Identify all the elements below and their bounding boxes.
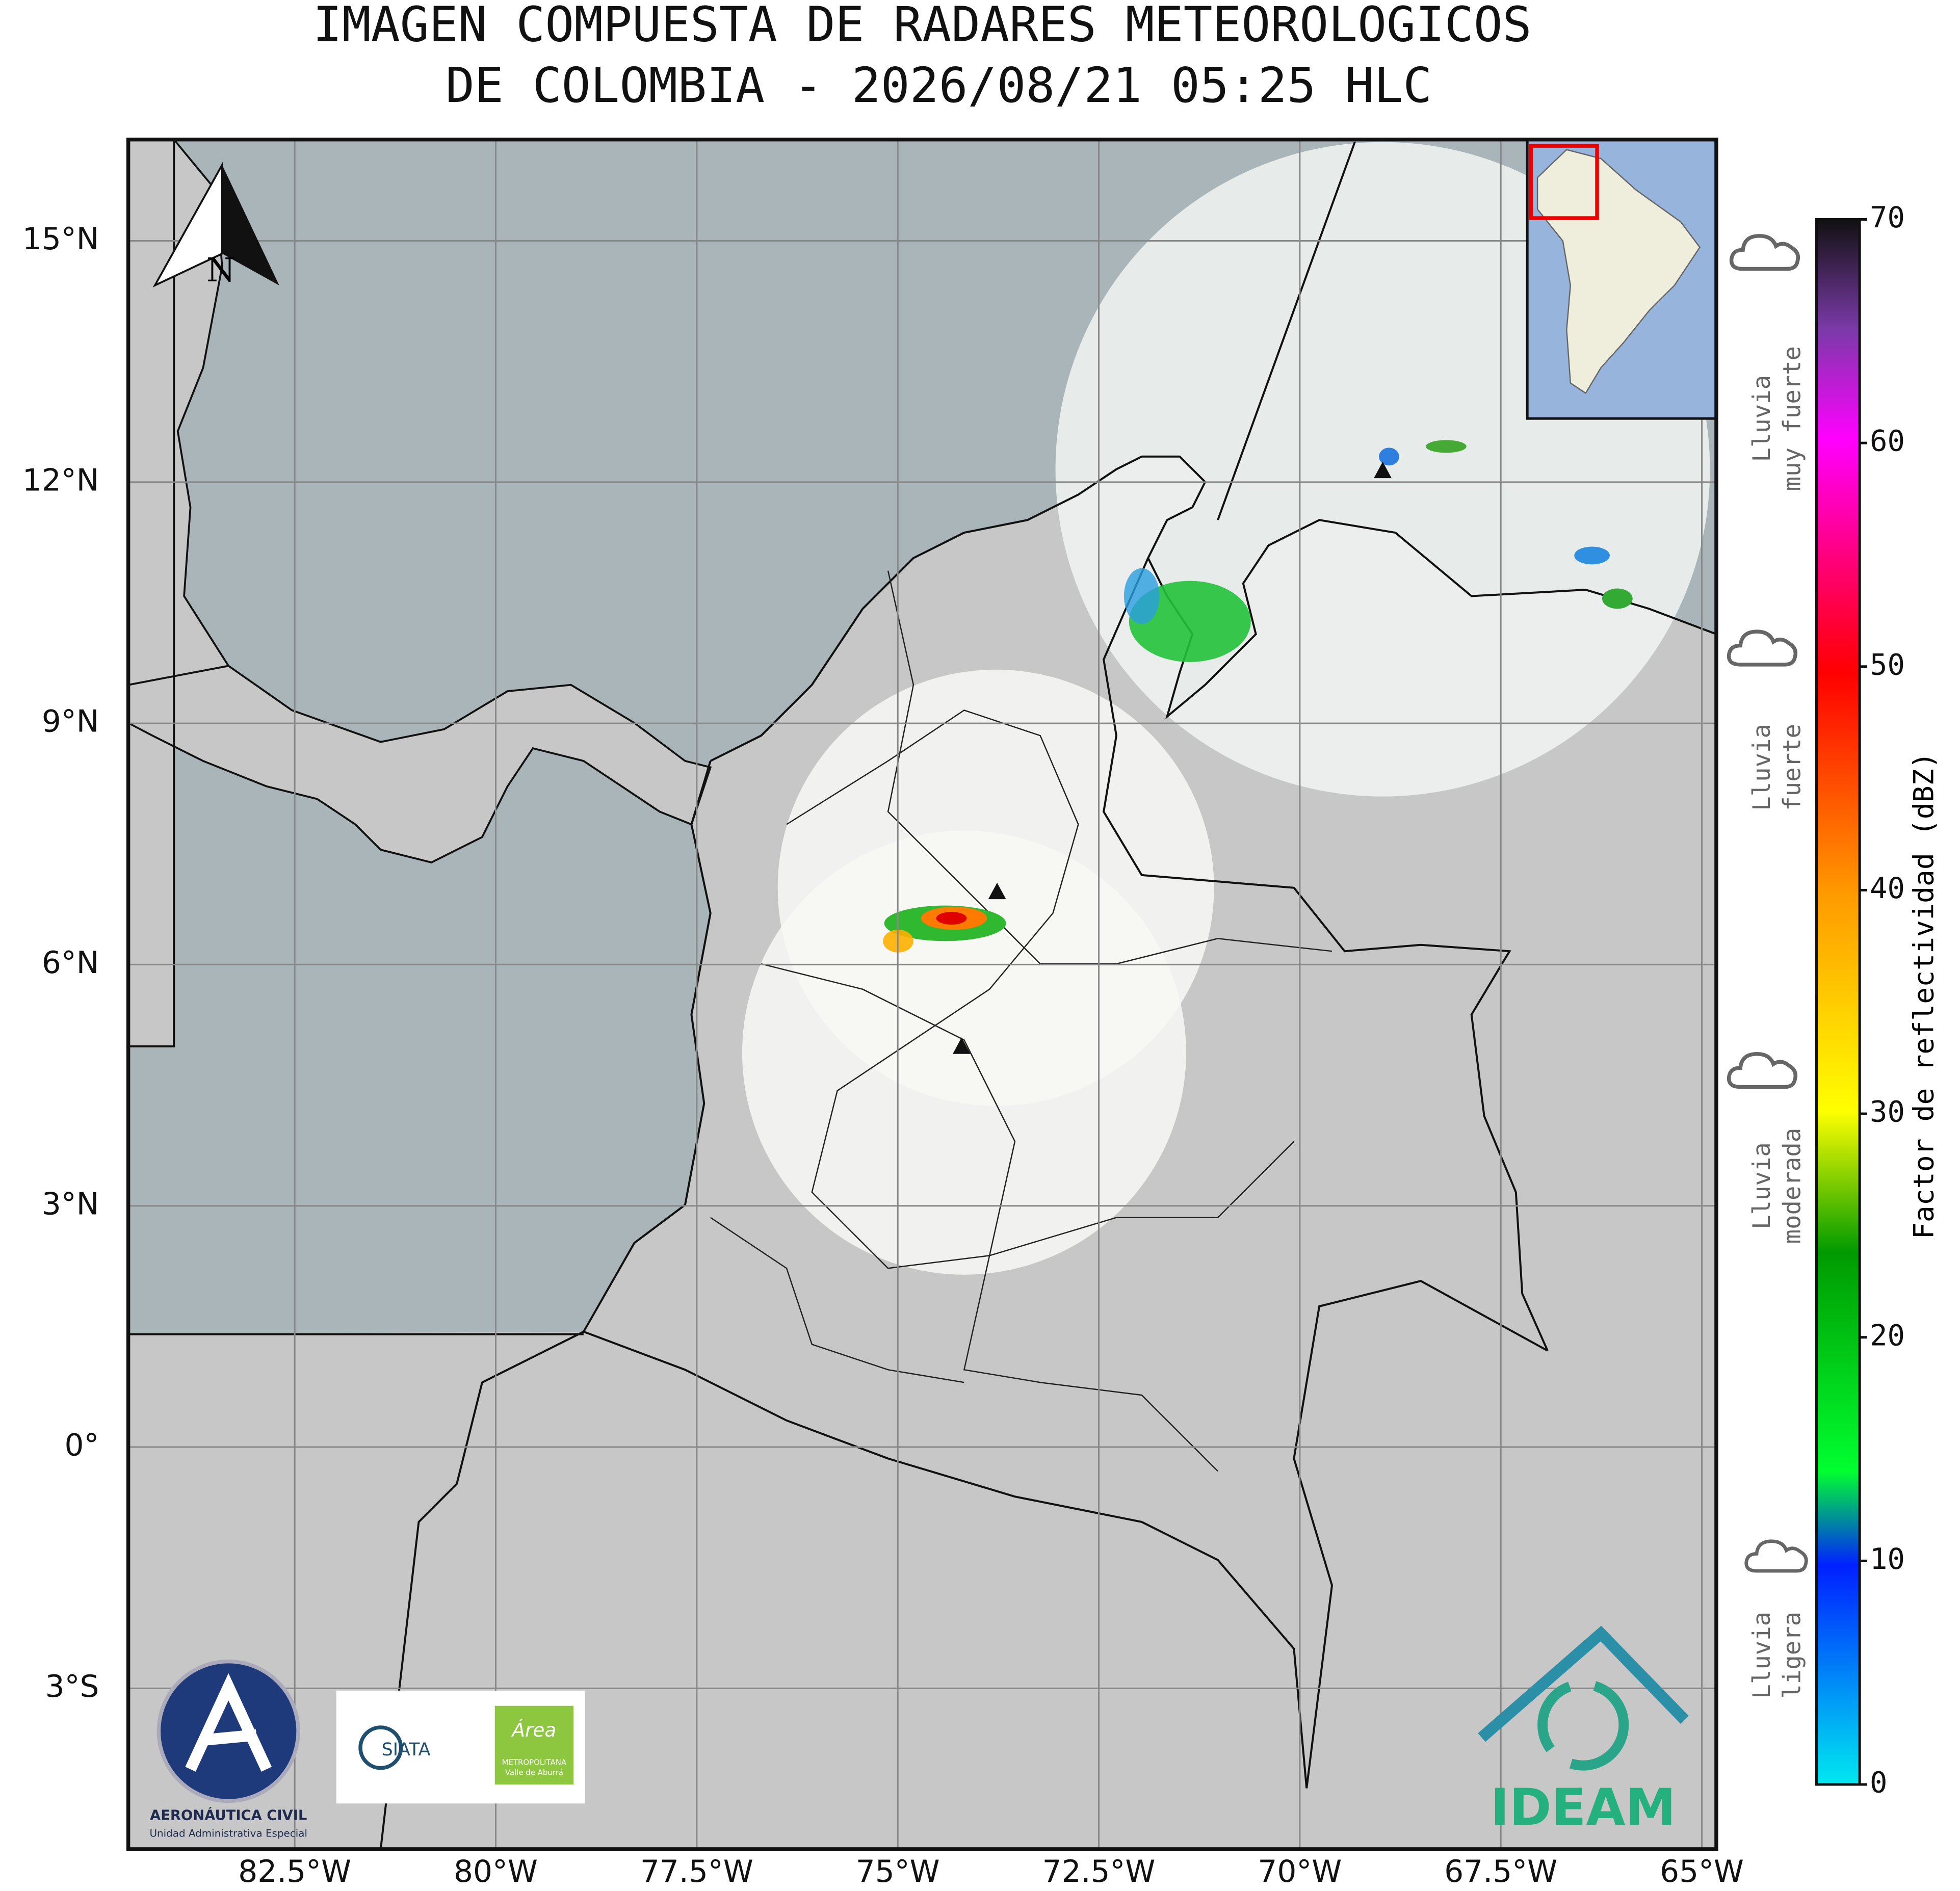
x-tick-label: 67.5°W xyxy=(1444,1854,1557,1889)
colorbar-tick-label: 0 xyxy=(1870,1766,1887,1800)
radar-echo xyxy=(1129,581,1251,662)
department-border xyxy=(761,963,1218,1472)
radar-echo xyxy=(936,912,967,925)
y-tick-label: 3°N xyxy=(42,1187,99,1222)
y-tick-label: 12°N xyxy=(22,463,99,498)
ideam-emblem xyxy=(1537,1679,1629,1771)
rain-icon xyxy=(1746,1541,1807,1571)
x-tick-label: 65°W xyxy=(1660,1854,1744,1889)
rain-level-label: Lluvia xyxy=(1748,375,1776,462)
department-border xyxy=(710,1217,964,1383)
rain-level-label: muy fuerte xyxy=(1779,346,1807,491)
map-frame xyxy=(126,137,1718,1851)
colorbar xyxy=(1815,218,1861,1786)
x-tick-label: 82.5°W xyxy=(238,1854,351,1889)
x-tick-label: 70°W xyxy=(1258,1854,1342,1889)
x-tick-label: 80°W xyxy=(454,1854,538,1889)
maritime-border xyxy=(1217,142,1356,520)
radar-echo xyxy=(1602,588,1633,609)
y-tick-label: 0° xyxy=(65,1428,99,1463)
inset-continent xyxy=(1536,149,1701,395)
country-border xyxy=(583,1330,1308,1789)
ideam-name: IDEAM xyxy=(1491,1779,1676,1837)
rain-icon xyxy=(1732,236,1798,269)
aerocivil-emblem xyxy=(185,1673,272,1772)
x-tick-label: 77.5°W xyxy=(640,1854,753,1889)
y-tick-label: 6°N xyxy=(42,946,99,981)
y-tick-label: 3°S xyxy=(45,1669,99,1704)
colorbar-tick-label: 50 xyxy=(1870,648,1905,681)
colorbar-tick-label: 60 xyxy=(1870,425,1905,458)
department-border xyxy=(786,710,1295,1269)
radar-site xyxy=(1374,461,1392,479)
siata-name: SIATA xyxy=(382,1740,431,1760)
rain-level-label: ligera xyxy=(1779,1612,1807,1699)
country-border xyxy=(1293,1280,1548,1789)
country-border xyxy=(1103,558,1549,1351)
colorbar-tick-label: 20 xyxy=(1870,1319,1905,1352)
rain-level-label: moderada xyxy=(1779,1128,1807,1244)
north-label: N xyxy=(206,251,236,290)
radar-echo xyxy=(1123,568,1160,624)
area-name: Área xyxy=(511,1719,557,1741)
ideam-roof xyxy=(1478,1625,1689,1742)
rain-icon xyxy=(1729,1054,1796,1087)
rain-level-label: Lluvia xyxy=(1748,1142,1776,1229)
graticule xyxy=(128,139,1716,1849)
x-tick-label: 72.5°W xyxy=(1042,1854,1156,1889)
central-america xyxy=(128,139,230,686)
rain-level-label: Lluvia xyxy=(1748,724,1776,811)
siata-emblem xyxy=(358,1725,403,1770)
title-line: IMAGEN COMPUESTA DE RADARES METEOROLOGIC… xyxy=(313,0,1532,53)
north-arrow xyxy=(222,165,279,285)
aerocivil-subtitle: Unidad Administrativa Especial xyxy=(149,1828,307,1840)
radar-echo xyxy=(1426,440,1467,453)
radar-echo xyxy=(1574,546,1610,565)
y-tick-label: 15°N xyxy=(22,222,99,257)
rain-level-label: fuerte xyxy=(1779,724,1807,811)
colorbar-tick-label: 40 xyxy=(1870,872,1905,905)
colorbar-tick-label: 30 xyxy=(1870,1095,1905,1129)
coastline xyxy=(379,760,712,1849)
x-tick-label: 75°W xyxy=(856,1854,940,1889)
area-name: Valle de Aburrá xyxy=(505,1768,563,1777)
radar-site xyxy=(953,1037,971,1054)
map-area: N AERONÁUTICA CIVIL Unidad Administrativ… xyxy=(128,139,1716,1849)
colorbar-tick-label: 70 xyxy=(1870,201,1905,234)
title-line: DE COLOMBIA - 2026/08/21 05:25 HLC xyxy=(446,58,1432,114)
aerocivil-name: AERONÁUTICA CIVIL xyxy=(150,1807,307,1824)
rain-icon xyxy=(1729,632,1796,665)
colorbar-tick-label: 10 xyxy=(1870,1542,1905,1576)
colorbar-label: Factor de reflectividad (dBZ) xyxy=(1907,752,1940,1239)
inset-extent xyxy=(1529,144,1599,220)
area-name: METROPOLITANA xyxy=(502,1758,567,1767)
radar-site xyxy=(988,882,1006,900)
radar-echo xyxy=(1379,448,1399,466)
area-emblem xyxy=(494,1705,574,1784)
maritime-border xyxy=(128,139,175,1047)
rain-level-label: Lluvia xyxy=(1748,1612,1776,1699)
y-tick-label: 9°N xyxy=(42,704,99,740)
